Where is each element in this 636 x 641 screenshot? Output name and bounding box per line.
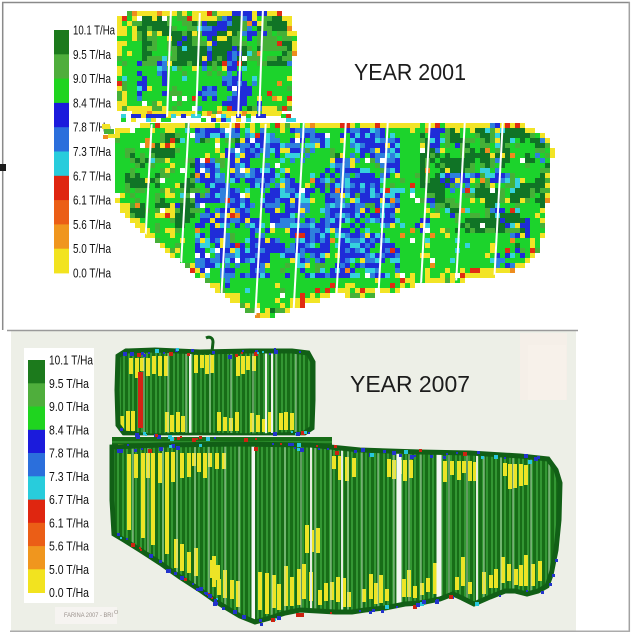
svg-text:10.1 T/Ha: 10.1 T/Ha — [73, 24, 115, 38]
svg-text:9.5 T/Ha: 9.5 T/Ha — [49, 377, 89, 391]
svg-text:6.7 T/Ha: 6.7 T/Ha — [73, 169, 111, 183]
svg-text:9.5 T/Ha: 9.5 T/Ha — [73, 48, 111, 62]
svg-text:8.4 T/Ha: 8.4 T/Ha — [73, 96, 111, 110]
svg-text:FARINA 2007 - BRI: FARINA 2007 - BRI — [64, 612, 113, 619]
svg-text:7.3 T/Ha: 7.3 T/Ha — [73, 145, 111, 159]
svg-text:9.0 T/Ha: 9.0 T/Ha — [49, 400, 89, 414]
svg-text:9.0 T/Ha: 9.0 T/Ha — [73, 72, 111, 86]
svg-text:0.0 T/Ha: 0.0 T/Ha — [49, 586, 89, 600]
svg-text:YEAR 2001: YEAR 2001 — [354, 59, 466, 85]
svg-text:5.6 T/Ha: 5.6 T/Ha — [73, 218, 111, 232]
svg-text:YEAR 2007: YEAR 2007 — [350, 371, 470, 397]
svg-text:5.0 T/Ha: 5.0 T/Ha — [73, 242, 111, 256]
svg-text:6.7 T/Ha: 6.7 T/Ha — [49, 493, 89, 507]
svg-text:6.1 T/Ha: 6.1 T/Ha — [73, 194, 111, 208]
svg-text:5.0 T/Ha: 5.0 T/Ha — [49, 563, 89, 577]
svg-text:0.0 T/Ha: 0.0 T/Ha — [73, 267, 111, 281]
svg-text:7.3 T/Ha: 7.3 T/Ha — [49, 470, 89, 484]
svg-text:6.1 T/Ha: 6.1 T/Ha — [49, 516, 89, 530]
svg-text:7.8 T/Ha: 7.8 T/Ha — [49, 447, 89, 461]
svg-text:8.4 T/Ha: 8.4 T/Ha — [49, 423, 89, 437]
svg-text:5.6 T/Ha: 5.6 T/Ha — [49, 540, 89, 554]
svg-text:O: O — [114, 610, 119, 616]
svg-text:7.8 T/Ha: 7.8 T/Ha — [73, 121, 111, 135]
svg-text:10.1 T/Ha: 10.1 T/Ha — [49, 354, 93, 368]
